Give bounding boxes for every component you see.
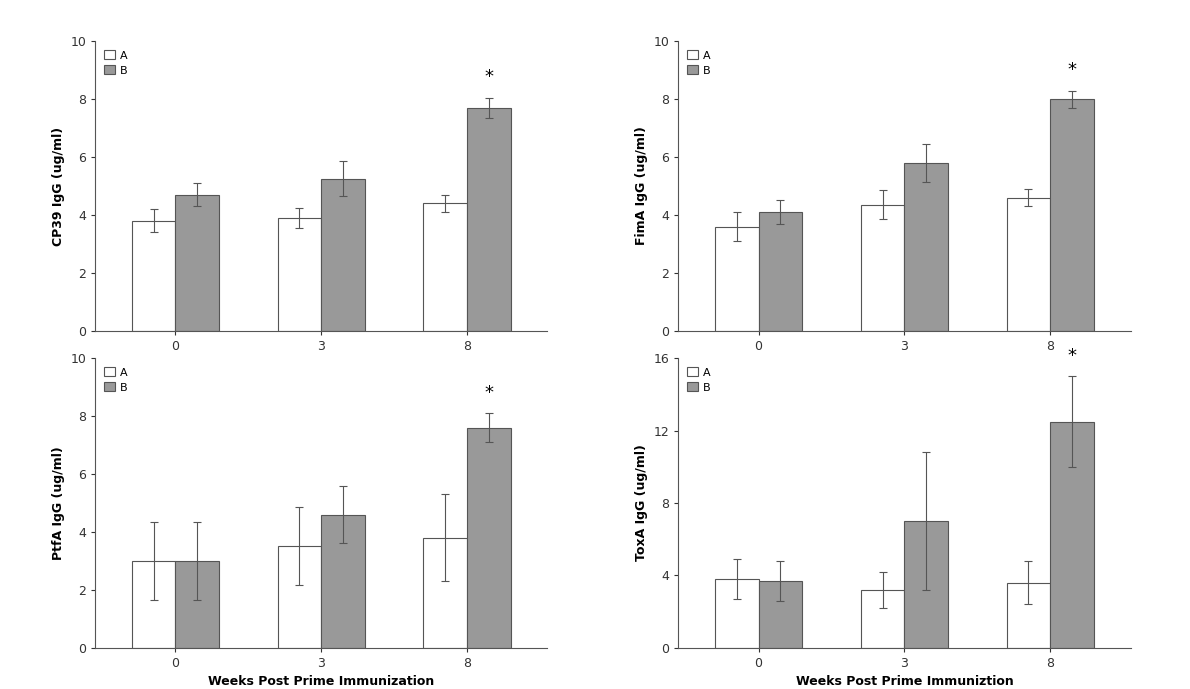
Bar (132, 561, 175, 648)
Legend: A, B: A, B (684, 364, 714, 396)
X-axis label: Weeks Post Prime Immunization: Weeks Post Prime Immunization (208, 358, 434, 371)
Bar (277, 218, 321, 331)
X-axis label: Weeks Post Prime Immuniztion: Weeks Post Prime Immuniztion (796, 675, 1013, 688)
Y-axis label: PtfA IgG (ug/ml): PtfA IgG (ug/ml) (51, 446, 64, 560)
Text: *: * (1067, 347, 1077, 364)
Bar (860, 590, 904, 648)
Bar (277, 546, 321, 648)
Legend: A, B: A, B (101, 47, 131, 79)
Bar (175, 561, 219, 648)
Bar (860, 205, 904, 331)
Bar (715, 579, 758, 648)
Y-axis label: ToxA IgG (ug/ml): ToxA IgG (ug/ml) (635, 444, 649, 562)
X-axis label: Weeks Post Prime Immunization: Weeks Post Prime Immunization (791, 358, 1017, 371)
Bar (424, 203, 468, 331)
Bar (758, 581, 802, 648)
Bar (904, 163, 948, 331)
Bar (321, 515, 365, 648)
Bar (468, 428, 511, 648)
X-axis label: Weeks Post Prime Immunization: Weeks Post Prime Immunization (208, 675, 434, 688)
Legend: A, B: A, B (101, 364, 131, 396)
Y-axis label: FimA IgG (ug/ml): FimA IgG (ug/ml) (634, 127, 647, 245)
Bar (175, 195, 219, 331)
Bar (321, 179, 365, 331)
Bar (1051, 99, 1094, 331)
Text: *: * (484, 68, 494, 86)
Bar (1051, 422, 1094, 648)
Y-axis label: CP39 IgG (ug/ml): CP39 IgG (ug/ml) (51, 127, 64, 245)
Legend: A, B: A, B (684, 47, 714, 79)
Text: *: * (484, 384, 494, 402)
Bar (424, 537, 468, 648)
Bar (715, 227, 758, 331)
Text: *: * (1067, 61, 1077, 79)
Bar (904, 521, 948, 648)
Bar (132, 220, 175, 331)
Bar (1007, 583, 1051, 648)
Bar (758, 212, 802, 331)
Bar (468, 108, 511, 331)
Bar (1007, 198, 1051, 331)
